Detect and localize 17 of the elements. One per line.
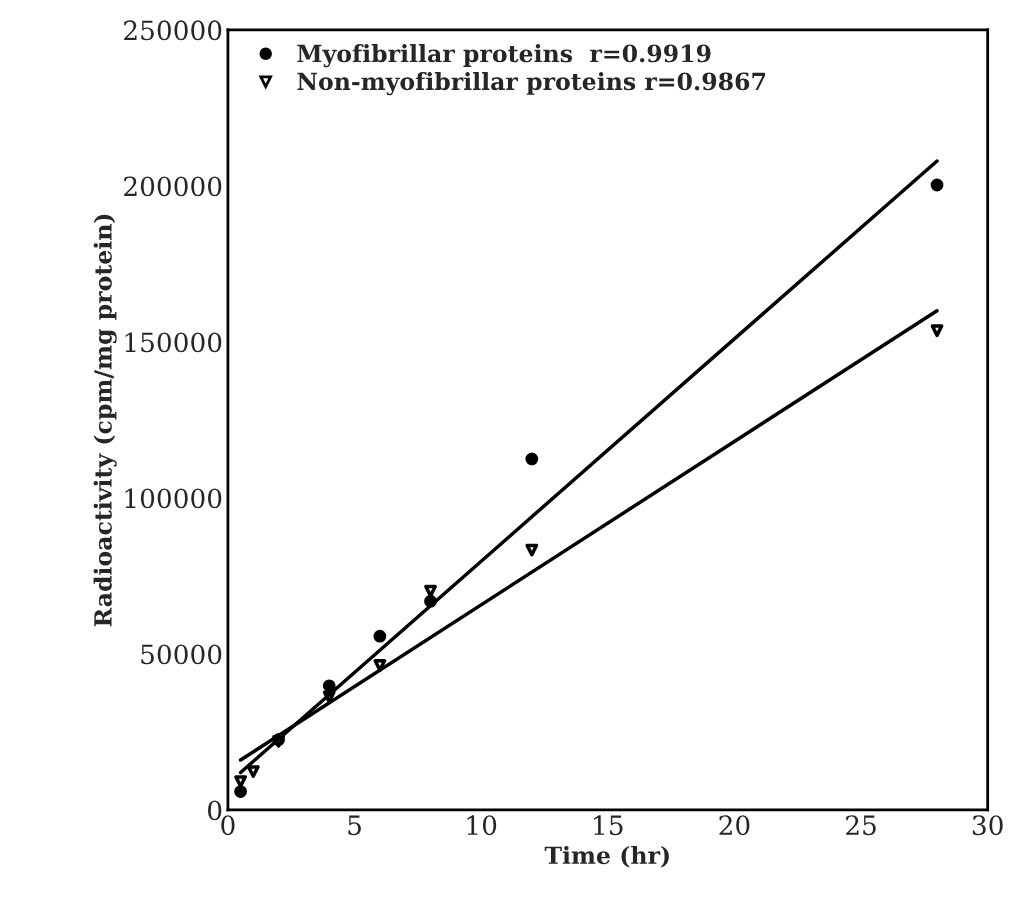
- y-tick-label: 150000: [125, 332, 222, 353]
- x-tick-label: 30: [972, 815, 1003, 836]
- y-tick-label: 100000: [125, 488, 222, 509]
- x-tick-label: 5: [348, 815, 361, 836]
- y-tick-label: 0: [208, 800, 222, 821]
- x-tick-label: 25: [846, 815, 876, 836]
- legend-label: Non-myofibrillar proteins r=0.9867: [297, 72, 765, 96]
- legend-label: Myofibrillar proteins r=0.9919: [297, 44, 711, 68]
- y-tick-label: 200000: [124, 176, 222, 197]
- x-tick-label: 10: [467, 815, 497, 836]
- y-axis-title: Radioactivity (cpm/mg protein): [93, 214, 117, 627]
- x-tick-label: 15: [594, 815, 623, 836]
- x-tick-label: 0: [221, 815, 235, 836]
- x-tick-label: 20: [719, 815, 750, 836]
- y-tick-label: 50000: [141, 644, 222, 665]
- x-axis-title: Time (hr): [544, 845, 669, 868]
- y-tick-label: 250000: [124, 20, 222, 41]
